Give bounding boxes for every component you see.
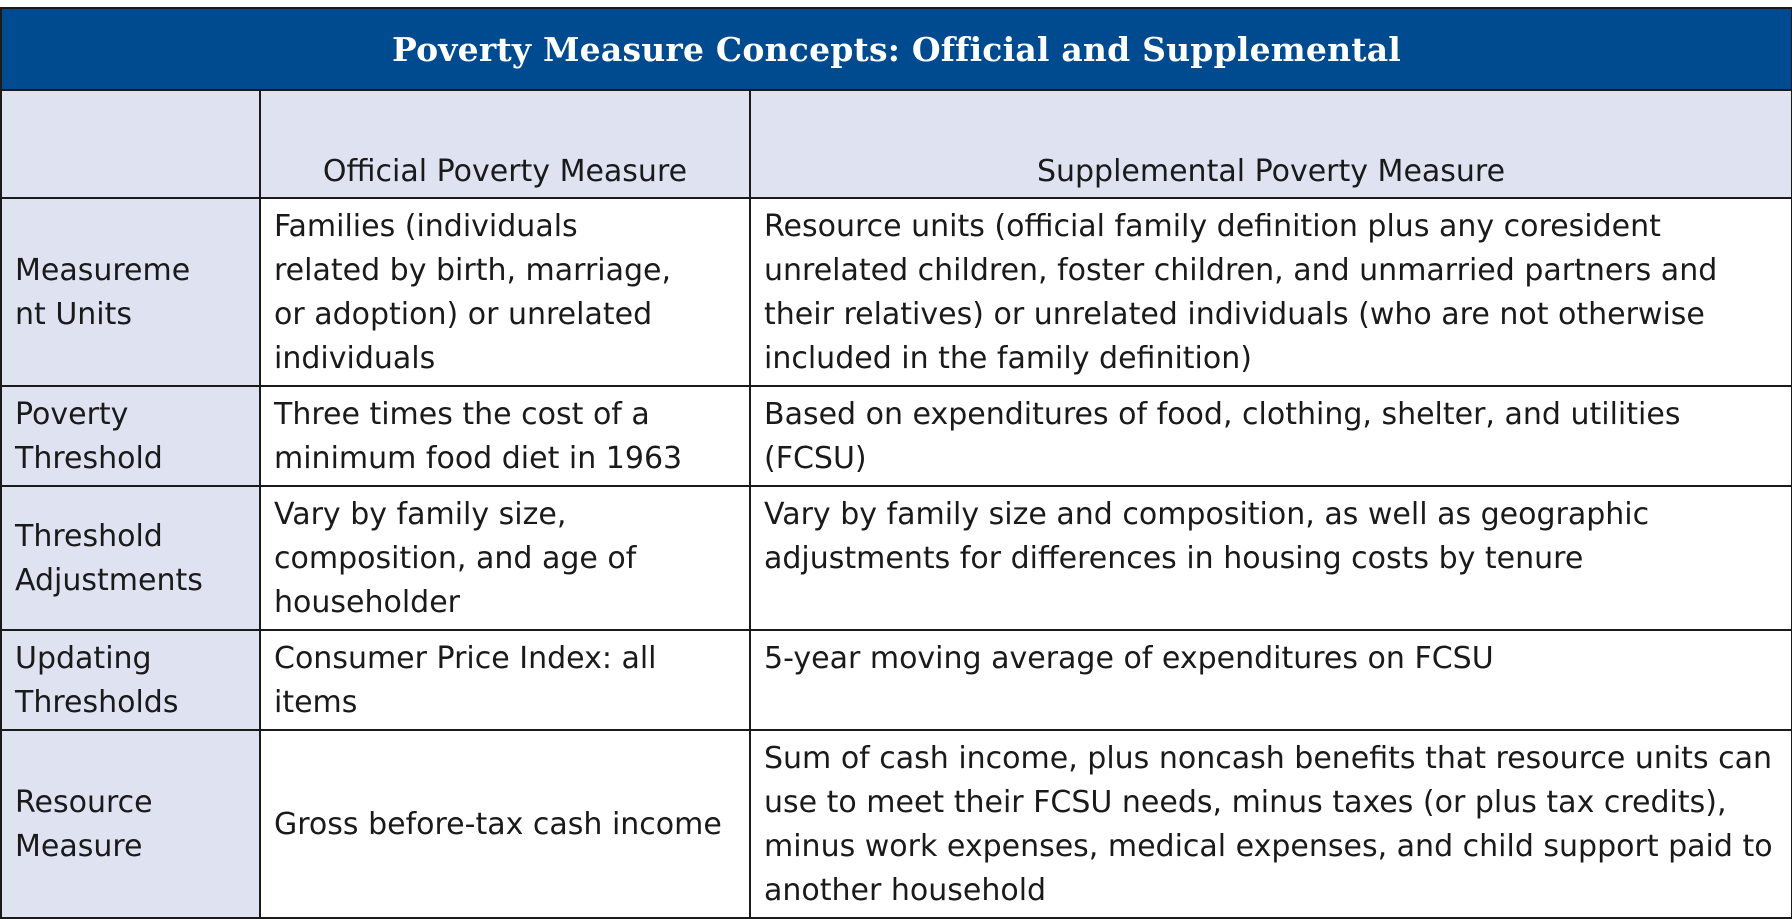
column-header-supplemental: Supplemental Poverty Measure [748, 89, 1792, 199]
table-row: Poverty Threshold Three times the cost o… [0, 385, 1792, 487]
title-row: Poverty Measure Concepts: Official and S… [0, 7, 1792, 91]
corner-header-cell [0, 89, 261, 199]
table-row: Resource Measure Gross before-tax cash i… [0, 729, 1792, 919]
table-row: Threshold Adjustments Vary by family siz… [0, 485, 1792, 631]
row-label: Resource Measure [0, 729, 261, 919]
supplemental-cell: Based on expenditures of food, clothing,… [748, 385, 1792, 487]
poverty-concepts-table: Poverty Measure Concepts: Official and S… [0, 7, 1792, 919]
supplemental-cell: Vary by family size and composition, as … [748, 485, 1792, 631]
table-row: Measurement Units Families (individuals … [0, 197, 1792, 387]
row-label: Threshold Adjustments [0, 485, 261, 631]
column-header-row: Official Poverty Measure Supplemental Po… [0, 89, 1792, 199]
row-label: Updating Thresholds [0, 629, 261, 731]
supplemental-cell: Resource units (official family definiti… [748, 197, 1792, 387]
table-title: Poverty Measure Concepts: Official and S… [0, 7, 1792, 91]
official-cell: Three times the cost of a minimum food d… [259, 385, 751, 487]
row-label: Poverty Threshold [0, 385, 261, 487]
official-cell: Vary by family size, composition, and ag… [259, 485, 751, 631]
table-row: Updating Thresholds Consumer Price Index… [0, 629, 1792, 731]
official-cell: Consumer Price Index: all items [259, 629, 751, 731]
column-header-official: Official Poverty Measure [259, 89, 751, 199]
row-label: Measurement Units [0, 197, 261, 387]
official-cell: Gross before-tax cash income [259, 729, 751, 919]
supplemental-cell: Sum of cash income, plus noncash benefit… [748, 729, 1792, 919]
official-cell: Families (individuals related by birth, … [259, 197, 751, 387]
supplemental-cell: 5-year moving average of expenditures on… [748, 629, 1792, 731]
